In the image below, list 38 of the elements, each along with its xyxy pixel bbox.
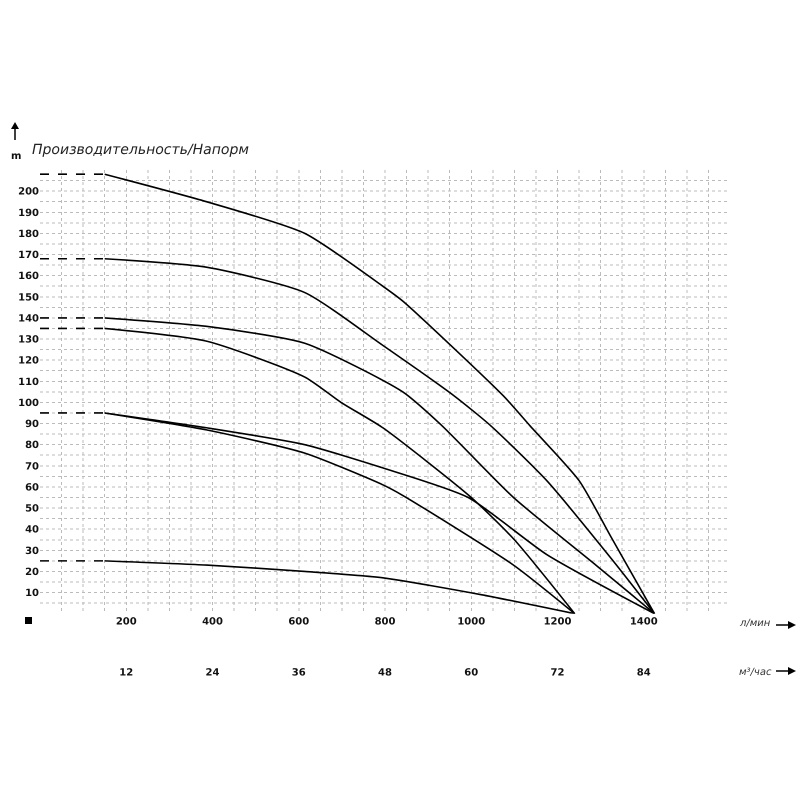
y-tick-label: 140 <box>18 313 40 324</box>
chart-title: Производительность/Напорм <box>32 142 250 158</box>
y-tick-label: 160 <box>18 271 40 282</box>
y-tick-label: 180 <box>18 228 40 240</box>
y-tick-label: 100 <box>18 398 40 409</box>
y-tick-label: 60 <box>25 482 40 494</box>
y-tick-label: 200 <box>18 186 40 198</box>
x2-tick-label: 12 <box>119 668 134 679</box>
y-tick-label: 30 <box>25 546 40 557</box>
x2-tick-label: 84 <box>636 668 651 679</box>
y-axis-title: m <box>11 151 22 162</box>
y-tick-label: 150 <box>18 292 40 304</box>
x-tick-label: 600 <box>288 616 310 628</box>
x-tick-label: 400 <box>202 616 223 628</box>
y-tick-label: 90 <box>25 419 40 430</box>
x-tick-label: 1000 <box>457 616 486 628</box>
x2-tick-label: 36 <box>292 668 306 679</box>
x2-tick-label: 60 <box>464 668 478 679</box>
x2-axis-title: м³/час <box>739 667 772 678</box>
x-tick-label: 1400 <box>630 616 658 628</box>
y-tick-label: 70 <box>25 461 40 472</box>
y-tick-label: 50 <box>25 504 40 515</box>
x2-tick-label: 48 <box>378 668 392 679</box>
y-tick-label: 40 <box>25 524 40 536</box>
x-tick-label: 200 <box>116 616 137 628</box>
y-tick-label: 110 <box>18 376 40 388</box>
y-tick-label: 80 <box>25 440 40 452</box>
x-axis-title: л/мин <box>739 618 771 629</box>
y-tick-label: 130 <box>18 334 40 346</box>
x2-tick-label: 72 <box>550 668 564 679</box>
y-tick-label: 20 <box>25 566 40 578</box>
y-tick-label: 10 <box>25 588 40 600</box>
y-tick-label: 170 <box>18 250 40 262</box>
x-tick-label: 800 <box>374 616 396 628</box>
y-tick-label: 120 <box>18 356 40 367</box>
y-tick-label: 190 <box>18 208 40 219</box>
x-tick-label: 1200 <box>544 616 572 628</box>
x2-tick-label: 24 <box>206 668 220 679</box>
